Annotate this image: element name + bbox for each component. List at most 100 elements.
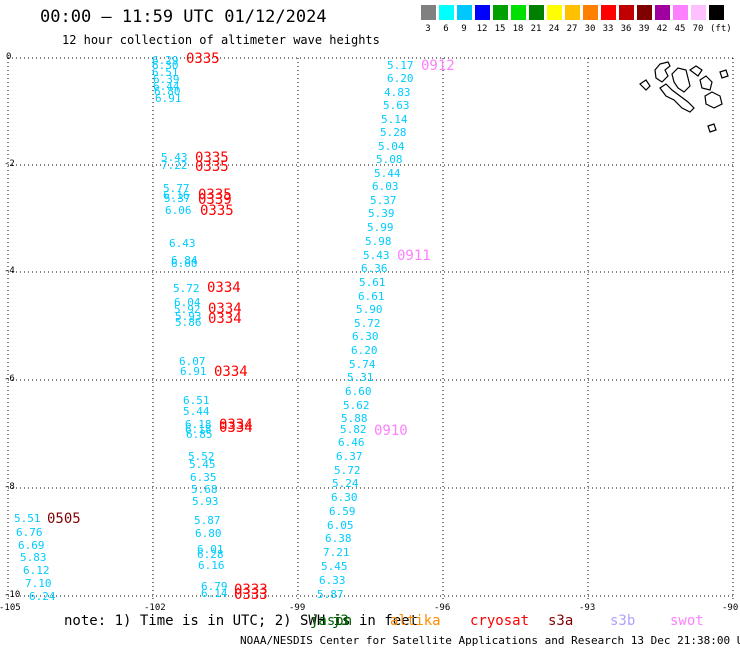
scale-label: 15	[494, 24, 506, 34]
scale-swatch	[511, 5, 526, 20]
lon-tick-label: -105	[0, 603, 21, 613]
scale-label: 18	[512, 24, 524, 34]
swh-value: 6.07	[179, 355, 206, 368]
scale-swatch	[565, 5, 580, 20]
swh-value: 6.80	[154, 85, 181, 98]
swh-value: 6.28	[197, 548, 224, 561]
pass-label: 0912	[421, 58, 455, 74]
swh-value: 5.93	[175, 310, 202, 323]
swh-value: 6.35	[190, 471, 217, 484]
pass-label: 0335	[195, 150, 229, 166]
scale-swatch	[619, 5, 634, 20]
scale-label: 33	[602, 24, 614, 34]
swh-value: 5.45	[321, 560, 348, 573]
pass-label: 0334	[208, 311, 242, 327]
swh-value: 5.83	[20, 551, 47, 564]
pass-label: 0335	[200, 203, 234, 219]
swh-value: 6.60	[171, 257, 198, 270]
swh-value: 5.45	[189, 458, 216, 471]
pass-label: 0910	[374, 423, 408, 439]
swh-value: 6.76	[16, 526, 43, 539]
swh-value: 6.12	[23, 564, 50, 577]
scale-swatch	[673, 5, 688, 20]
swh-value: 5.43	[363, 249, 390, 262]
scale-label: 30	[584, 24, 596, 34]
scale-label: 6	[443, 24, 449, 34]
swh-value: 6.06	[165, 204, 192, 217]
swh-value: 6.03	[372, 180, 399, 193]
swh-value: 7.10	[25, 577, 52, 590]
pass-label: 0335	[195, 159, 229, 175]
swh-value: 6.01	[197, 543, 224, 556]
swh-value: 6.16	[198, 559, 225, 572]
scale-label: 3	[425, 24, 431, 34]
scale-swatch	[547, 5, 562, 20]
swh-value: 6.14	[201, 587, 228, 600]
lat-tick-label: -4	[4, 266, 15, 276]
swh-value: 5.82	[340, 423, 367, 436]
swh-value: 5.98	[365, 235, 392, 248]
swh-value: 7.22	[161, 159, 188, 172]
swh-value: 5.68	[191, 483, 218, 496]
swh-value: 6.04	[174, 296, 201, 309]
swh-value: 6.16	[163, 189, 190, 202]
scale-label: 70	[692, 24, 704, 34]
swh-value: 6.20	[387, 72, 414, 85]
lat-tick-label: -10	[4, 590, 21, 600]
pass-label: 0911	[397, 248, 431, 264]
scale-label: 9	[461, 24, 467, 34]
pass-label: 0335	[198, 187, 232, 203]
swh-value: 5.17	[387, 59, 414, 72]
lat-tick-label: -2	[4, 159, 15, 169]
swh-value: 5.72	[334, 464, 361, 477]
swh-value: 5.99	[367, 221, 394, 234]
scale-label: 21	[530, 24, 542, 34]
scale-swatch	[439, 5, 454, 20]
swh-value: 6.46	[338, 436, 365, 449]
legend: note: 1) Time is in UTC; 2) SWH is in fe…	[0, 614, 740, 630]
swh-value: 6.69	[18, 539, 45, 552]
scale-label: (ft)	[710, 24, 732, 34]
swh-value: 5.86	[175, 316, 202, 329]
swh-value: 6.84	[171, 254, 198, 267]
swh-value: 6.33	[319, 574, 346, 587]
map-title: 00:00 – 11:59 UTC 01/12/2024	[40, 7, 327, 27]
swh-value: 6.20	[351, 344, 378, 357]
scale-swatch	[637, 5, 652, 20]
swh-value: 5.72	[173, 282, 200, 295]
swh-value: 5.87	[194, 514, 221, 527]
swh-value: 5.87	[317, 588, 344, 601]
swh-value: 5.88	[341, 412, 368, 425]
pass-label: 0333	[234, 582, 268, 598]
swh-value: 5.37	[370, 194, 397, 207]
swh-value: 5.90	[356, 303, 383, 316]
swh-value: 6.44	[153, 80, 180, 93]
swh-value: 6.36	[361, 262, 388, 275]
pass-label: 0334	[207, 280, 241, 296]
scale-swatch	[709, 5, 724, 20]
legend-altika: altika	[390, 613, 441, 629]
swh-value: 5.77	[163, 182, 190, 195]
lon-tick-label: -96	[434, 603, 451, 613]
scale-label: 45	[674, 24, 686, 34]
legend-j3: j3	[332, 613, 349, 629]
swh-value: 6.80	[195, 527, 222, 540]
map-subtitle: 12 hour collection of altimeter wave hei…	[62, 33, 380, 47]
lon-tick-label: -93	[579, 603, 596, 613]
swh-value: 7.21	[323, 546, 350, 559]
lon-tick-label: -90	[722, 603, 739, 613]
swh-value: 6.79	[201, 580, 228, 593]
swh-value: 5.52	[188, 450, 215, 463]
pass-label: 0335	[186, 51, 220, 67]
scale-swatch	[601, 5, 616, 20]
swh-value: 5.93	[192, 495, 219, 508]
swh-value: 5.43	[161, 151, 188, 164]
legend-s3a: s3a	[548, 613, 574, 629]
swh-value: 6.30	[352, 330, 379, 343]
legend-jason: jason	[310, 613, 353, 629]
lon-tick-label: -99	[289, 603, 306, 613]
swh-value: 6.39	[153, 73, 180, 86]
pass-label: 0334	[219, 420, 253, 436]
